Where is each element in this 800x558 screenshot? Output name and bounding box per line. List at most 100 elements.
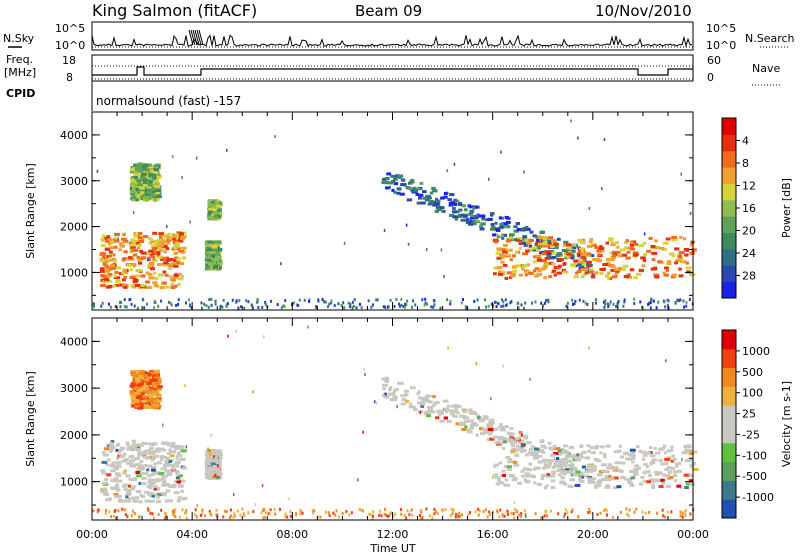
heatmap-cell xyxy=(517,237,523,241)
heatmap-cell xyxy=(589,468,594,472)
heatmap-cell xyxy=(424,394,430,398)
heatmap-cell xyxy=(124,271,129,275)
heatmap-cell xyxy=(490,227,496,231)
heatmap-cell xyxy=(533,255,538,259)
heatmap-cell xyxy=(500,248,507,252)
heatmap-cell xyxy=(394,512,397,516)
heatmap-cell xyxy=(392,395,398,399)
heatmap-cell xyxy=(121,507,124,511)
heatmap-cell xyxy=(160,238,166,242)
heatmap-cell xyxy=(495,228,501,232)
heatmap-cell xyxy=(123,284,129,288)
heatmap-cell xyxy=(665,269,670,272)
heatmap-cell xyxy=(561,463,565,467)
heatmap-point xyxy=(233,493,235,497)
heatmap-cell xyxy=(411,305,413,309)
heatmap-point xyxy=(217,464,219,468)
heatmap-cell xyxy=(664,266,669,270)
heatmap-cell xyxy=(510,511,513,515)
heatmap-cell xyxy=(584,301,587,305)
heatmap-cell xyxy=(593,243,597,247)
heatmap-cell xyxy=(602,263,609,266)
heatmap-cell xyxy=(208,472,214,475)
heatmap-cell xyxy=(627,481,631,484)
heatmap-cell xyxy=(487,428,494,432)
heatmap-cell xyxy=(385,186,390,190)
heatmap-cell xyxy=(564,256,568,260)
y-tick-label: 2000 xyxy=(60,221,88,234)
heatmap-cell xyxy=(411,513,414,517)
heatmap-cell xyxy=(110,267,116,270)
heatmap-cell xyxy=(640,450,646,454)
heatmap-cell xyxy=(594,298,597,302)
heatmap-point xyxy=(570,119,572,123)
heatmap-cell xyxy=(691,248,697,252)
heatmap-cell xyxy=(645,451,651,455)
heatmap-cell xyxy=(524,513,527,516)
heatmap-cell xyxy=(543,486,548,490)
heatmap-cell xyxy=(118,272,124,276)
heatmap-cell xyxy=(462,298,464,301)
heatmap-cell xyxy=(590,451,596,455)
heatmap-cell xyxy=(673,470,678,474)
heatmap-cell xyxy=(241,507,244,511)
heatmap-cell xyxy=(139,471,144,475)
heatmap-cell xyxy=(585,260,592,264)
heatmap-cell xyxy=(150,190,155,194)
heatmap-cell xyxy=(110,448,114,452)
heatmap-cell xyxy=(433,508,436,511)
heatmap-cell xyxy=(176,257,181,261)
heatmap-cell xyxy=(406,509,409,513)
x-tick-label: 00:00 xyxy=(76,528,108,541)
heatmap-cell xyxy=(180,275,185,278)
noise-spike xyxy=(194,29,200,46)
heatmap-cell xyxy=(111,461,117,465)
heatmap-cell xyxy=(337,302,340,306)
heatmap-point xyxy=(357,478,359,482)
heatmap-cell xyxy=(408,405,414,409)
heatmap-cell xyxy=(480,222,486,226)
noise-tick-left-top: 10^5 xyxy=(55,22,85,35)
heatmap-cell xyxy=(541,466,547,470)
heatmap-cell xyxy=(148,173,153,177)
heatmap-cell xyxy=(125,257,129,261)
heatmap-cell xyxy=(148,237,152,240)
heatmap-cell xyxy=(150,393,157,396)
heatmap-cell xyxy=(177,239,184,243)
heatmap-cell xyxy=(109,464,115,468)
heatmap-cell xyxy=(96,510,99,514)
heatmap-cell xyxy=(385,379,389,383)
heatmap-cell xyxy=(419,181,424,185)
heatmap-cell xyxy=(164,459,169,463)
heatmap-cell xyxy=(264,511,267,515)
heatmap-cell xyxy=(612,468,618,472)
heatmap-cell xyxy=(117,509,120,513)
heatmap-cell xyxy=(421,398,426,402)
heatmap-cell xyxy=(134,166,141,170)
heatmap-cell xyxy=(501,446,506,450)
heatmap-cell xyxy=(216,240,222,244)
heatmap-cell xyxy=(516,238,520,242)
noise-traces xyxy=(91,29,693,48)
heatmap-cell xyxy=(211,250,216,254)
heatmap-cell xyxy=(181,496,188,500)
heatmap-cell xyxy=(548,275,552,279)
heatmap-cell xyxy=(208,207,214,211)
noise-tick-left-bottom: 10^0 xyxy=(55,39,85,52)
heatmap-cell xyxy=(431,404,436,408)
heatmap-cell xyxy=(615,250,621,254)
heatmap-cell xyxy=(169,454,175,458)
heatmap-cell xyxy=(492,233,497,237)
heatmap-cell xyxy=(383,177,389,181)
noise-spike xyxy=(196,29,202,46)
heatmap-cell xyxy=(101,274,107,278)
heatmap-cell xyxy=(100,283,106,287)
heatmap-cell xyxy=(153,462,157,466)
heatmap-cell xyxy=(644,511,647,515)
heatmap-cell xyxy=(572,467,578,471)
heatmap-cell xyxy=(216,453,221,457)
heatmap-cell xyxy=(155,449,161,453)
heatmap-cell xyxy=(509,436,515,440)
heatmap-cell xyxy=(139,459,144,463)
heatmap-cell xyxy=(626,512,629,516)
